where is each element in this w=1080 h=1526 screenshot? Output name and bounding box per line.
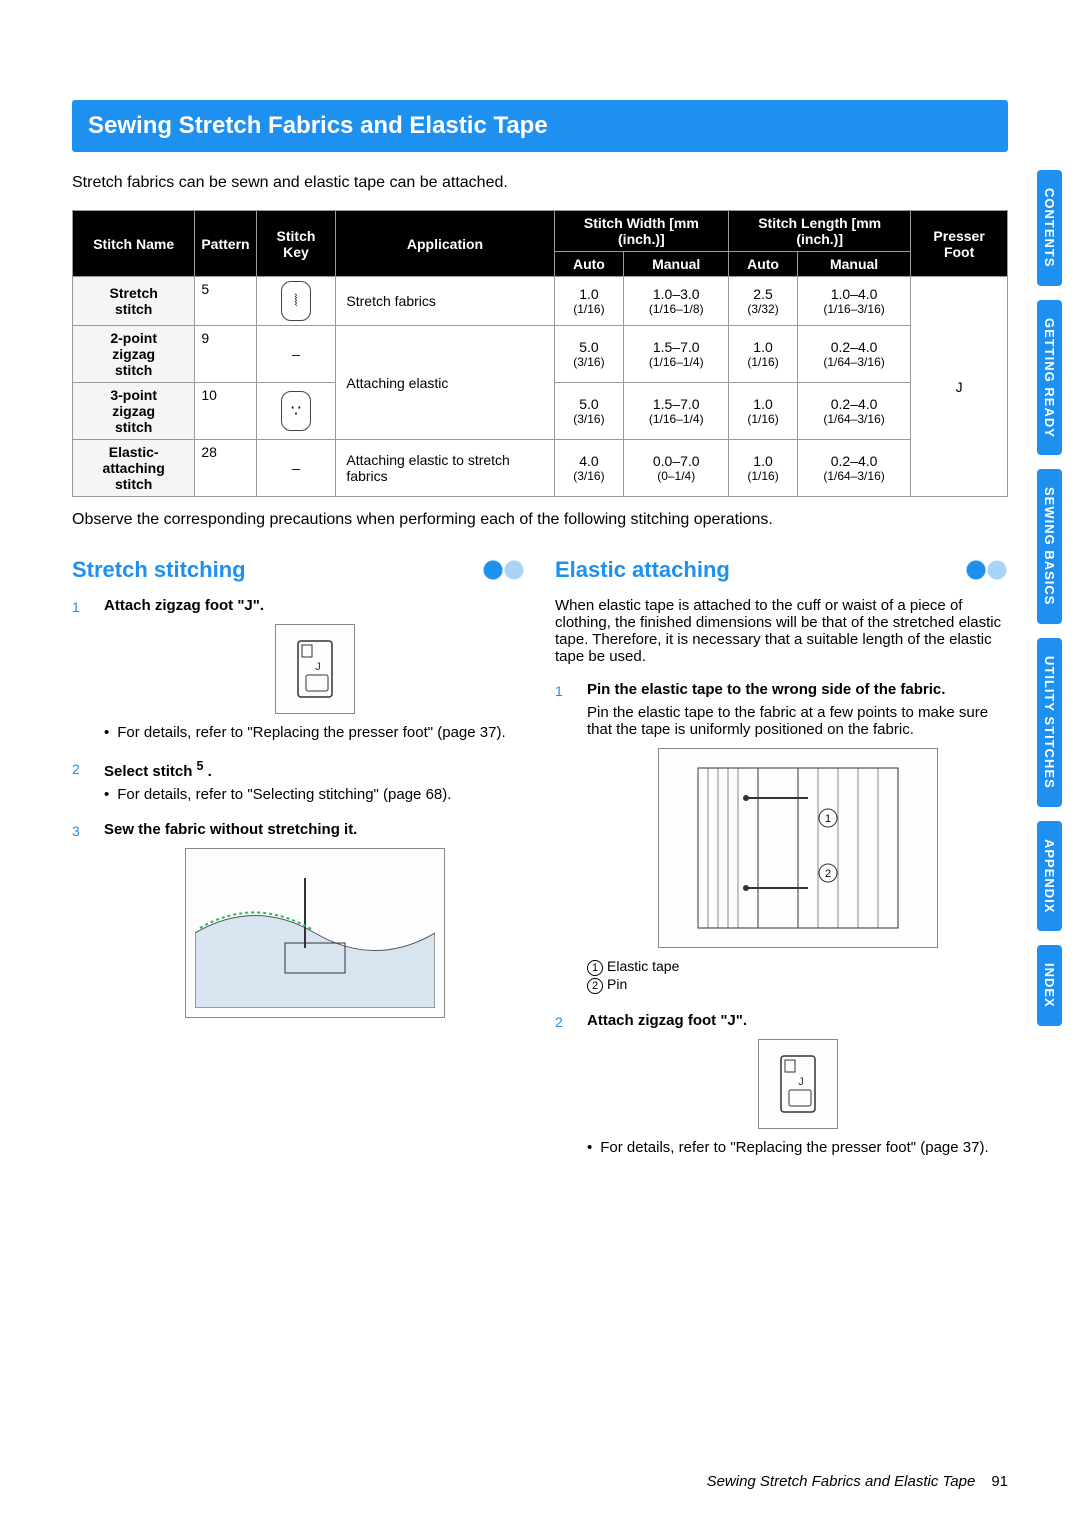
- right-step-1: Pin the elastic tape to the wrong side o…: [555, 681, 1008, 994]
- step-title: Sew the fabric without stretching it.: [104, 821, 525, 838]
- bullet-text: For details, refer to "Replacing the pre…: [600, 1139, 988, 1156]
- figure-legend: 1Elastic tape 2Pin: [587, 958, 1008, 994]
- tab-sewing-basics[interactable]: SEWING BASICS: [1037, 469, 1062, 623]
- tab-utility-stitches[interactable]: UTILITY STITCHES: [1037, 638, 1062, 807]
- left-step-3: Sew the fabric without stretching it.: [72, 821, 525, 1018]
- th-w-man: Manual: [624, 252, 729, 277]
- tab-appendix[interactable]: APPENDIX: [1037, 821, 1062, 931]
- intro-text: Stretch fabrics can be sewn and elastic …: [72, 174, 1008, 192]
- elastic-attaching-heading: Elastic attaching: [555, 557, 1008, 583]
- presser-foot-figure: J: [758, 1039, 838, 1129]
- th-pattern: Pattern: [195, 211, 256, 277]
- step-body: Pin the elastic tape to the fabric at a …: [587, 704, 1008, 738]
- th-foot: Presser Foot: [911, 211, 1008, 277]
- th-l-auto: Auto: [729, 252, 798, 277]
- th-l-man: Manual: [797, 252, 910, 277]
- left-step-1: Attach zigzag foot "J". J For details, r…: [72, 597, 525, 741]
- svg-text:2: 2: [824, 868, 830, 880]
- th-app: Application: [336, 211, 554, 277]
- right-column: Elastic attaching When elastic tape is a…: [555, 557, 1008, 1174]
- observe-note: Observe the corresponding precautions wh…: [72, 511, 1008, 529]
- left-step-2: Select stitch 5 . For details, refer to …: [72, 759, 525, 803]
- right-step-2: Attach zigzag foot "J". J For details, r…: [555, 1012, 1008, 1156]
- th-name: Stitch Name: [73, 211, 195, 277]
- section-title: Sewing Stretch Fabrics and Elastic Tape: [72, 100, 1008, 152]
- tab-contents[interactable]: CONTENTS: [1037, 170, 1062, 286]
- step-title: Pin the elastic tape to the wrong side o…: [587, 681, 1008, 698]
- bullet-text: For details, refer to "Selecting stitchi…: [117, 786, 451, 803]
- tab-getting-ready[interactable]: GETTING READY: [1037, 300, 1062, 456]
- presser-foot-figure: J: [275, 624, 355, 714]
- th-key: Stitch Key: [256, 211, 336, 277]
- step-title: Select stitch 5 .: [104, 759, 525, 780]
- stitch-table: Stitch Name Pattern Stitch Key Applicati…: [72, 210, 1008, 497]
- svg-text:J: J: [315, 661, 321, 673]
- svg-text:J: J: [798, 1076, 804, 1088]
- sewing-figure: [185, 848, 445, 1018]
- bullet-text: For details, refer to "Replacing the pre…: [117, 724, 505, 741]
- th-length: Stitch Length [mm (inch.)]: [729, 211, 911, 252]
- svg-text:1: 1: [824, 813, 830, 825]
- right-intro: When elastic tape is attached to the cuf…: [555, 597, 1008, 665]
- step-title: Attach zigzag foot "J".: [104, 597, 525, 614]
- th-width: Stitch Width [mm (inch.)]: [554, 211, 729, 252]
- step-title: Attach zigzag foot "J".: [587, 1012, 1008, 1029]
- th-w-auto: Auto: [554, 252, 624, 277]
- stretch-stitching-heading: Stretch stitching: [72, 557, 525, 583]
- tab-index[interactable]: INDEX: [1037, 945, 1062, 1026]
- pin-elastic-figure: 1 2: [658, 748, 938, 948]
- page-footer: Sewing Stretch Fabrics and Elastic Tape9…: [707, 1473, 1008, 1490]
- side-tabs: CONTENTS GETTING READY SEWING BASICS UTI…: [1037, 170, 1062, 1026]
- table-row: Stretchstitch5⦚Stretch fabrics1.0(1/16)1…: [73, 277, 1008, 326]
- table-row: 2-pointzigzagstitch9–Attaching elastic5.…: [73, 326, 1008, 383]
- left-column: Stretch stitching Attach zigzag foot "J"…: [72, 557, 525, 1174]
- table-row: Elastic-attachingstitch28–Attaching elas…: [73, 440, 1008, 497]
